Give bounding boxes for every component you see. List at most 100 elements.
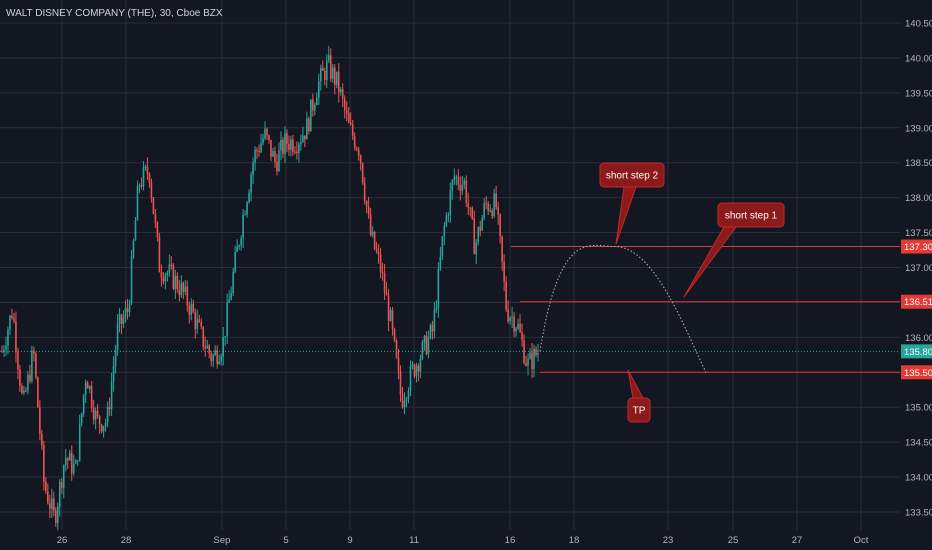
callouts[interactable]: short step 2 short step 1 TP bbox=[599, 162, 785, 423]
candle-body bbox=[102, 425, 105, 432]
grid bbox=[0, 0, 900, 530]
candle-body bbox=[124, 308, 127, 318]
short-step-2-callout-pointer bbox=[615, 186, 637, 245]
x-tick-label: 5 bbox=[283, 535, 288, 546]
candle-body bbox=[228, 299, 230, 303]
candle-body bbox=[224, 336, 226, 338]
candle-body bbox=[196, 319, 199, 330]
candle-body bbox=[318, 81, 320, 98]
candle-body bbox=[511, 316, 513, 318]
candle-body bbox=[270, 139, 272, 157]
candle-body bbox=[467, 202, 470, 208]
tp-callout[interactable] bbox=[627, 397, 651, 423]
candle-body bbox=[218, 361, 220, 364]
candle-body bbox=[359, 155, 362, 164]
candle-body bbox=[100, 424, 103, 432]
candle-body bbox=[62, 465, 65, 488]
candle-body bbox=[433, 310, 436, 332]
candle-body bbox=[463, 180, 466, 185]
candle-body bbox=[375, 248, 378, 252]
candle-body bbox=[198, 319, 201, 323]
y-tick-label: 136.00 bbox=[905, 333, 932, 344]
candle-body bbox=[351, 124, 354, 137]
candle-body bbox=[7, 329, 9, 346]
candle-body bbox=[501, 236, 503, 262]
candle-body bbox=[310, 99, 312, 132]
candle-body bbox=[74, 460, 77, 464]
candle-body bbox=[288, 143, 290, 150]
short-step-2-callout[interactable] bbox=[599, 162, 665, 188]
candle-body bbox=[325, 60, 328, 80]
candle-body bbox=[190, 303, 193, 315]
candle-body bbox=[23, 390, 25, 393]
candle-body bbox=[413, 364, 416, 377]
candle-body bbox=[216, 350, 218, 364]
x-tick-label: 9 bbox=[347, 535, 352, 546]
candle-body bbox=[381, 272, 384, 274]
candle-body bbox=[300, 141, 302, 145]
candle-body bbox=[491, 210, 493, 217]
candle-body bbox=[170, 264, 173, 266]
candle-body bbox=[477, 227, 480, 243]
short-step-1-callout-pointer bbox=[683, 226, 737, 298]
candle-body bbox=[391, 309, 394, 329]
candle-body bbox=[405, 398, 408, 401]
candlestick-series bbox=[1, 46, 539, 531]
candle-body bbox=[323, 70, 326, 80]
candle-body bbox=[531, 352, 533, 370]
candle-body bbox=[331, 67, 334, 79]
candle-body bbox=[29, 374, 31, 381]
candle-body bbox=[112, 366, 115, 383]
candle-body bbox=[499, 214, 501, 237]
candle-body bbox=[457, 176, 460, 185]
level-price-badge bbox=[901, 294, 932, 309]
candle-body bbox=[439, 256, 442, 269]
candle-body bbox=[333, 67, 336, 85]
short-step-1-callout[interactable] bbox=[717, 202, 785, 228]
candle-body bbox=[220, 356, 222, 362]
candle-body bbox=[431, 325, 434, 332]
candle-body bbox=[407, 390, 410, 399]
candle-body bbox=[130, 256, 133, 304]
candle-body bbox=[208, 345, 211, 354]
candle-body bbox=[142, 167, 145, 187]
candle-body bbox=[128, 303, 131, 312]
candle-body bbox=[363, 183, 366, 202]
candle-body bbox=[314, 104, 316, 111]
y-tick-label: 137.50 bbox=[905, 228, 932, 239]
candle-body bbox=[230, 292, 232, 300]
candle-body bbox=[337, 71, 340, 93]
candle-body bbox=[535, 348, 537, 355]
candle-body bbox=[385, 292, 388, 296]
candle-body bbox=[443, 225, 446, 237]
candle-body bbox=[335, 71, 338, 85]
candle-body bbox=[70, 452, 73, 474]
candle-body bbox=[212, 355, 215, 362]
price-axis[interactable]: 133.50 134.00 134.50 135.00 135.50 136.00 136.… bbox=[900, 0, 932, 550]
candle-body bbox=[282, 139, 284, 154]
candle-body bbox=[94, 410, 97, 420]
x-tick-label: 27 bbox=[792, 535, 803, 546]
candle-body bbox=[523, 340, 525, 364]
horizontal-levels[interactable] bbox=[0, 246, 900, 373]
candle-body bbox=[515, 328, 517, 332]
candle-body bbox=[138, 185, 141, 187]
candle-body bbox=[174, 275, 177, 289]
candle-body bbox=[11, 315, 13, 319]
candle-body bbox=[353, 136, 356, 149]
candle-body bbox=[320, 67, 322, 82]
y-tick-label: 138.50 bbox=[905, 158, 932, 169]
candle-body bbox=[339, 89, 342, 93]
candle-body bbox=[9, 315, 11, 330]
time-axis[interactable]: 26 28 Sep 5 9 11 16 18 23 25 27 Oct bbox=[57, 535, 869, 546]
candle-body bbox=[51, 498, 53, 509]
y-tick-label: 139.50 bbox=[905, 88, 932, 99]
candle-body bbox=[194, 312, 197, 330]
candle-body bbox=[423, 335, 426, 343]
candle-body bbox=[503, 261, 505, 282]
candle-body bbox=[367, 206, 370, 215]
candle-body bbox=[204, 346, 207, 349]
candle-body bbox=[146, 166, 149, 174]
candle-body bbox=[58, 481, 61, 507]
